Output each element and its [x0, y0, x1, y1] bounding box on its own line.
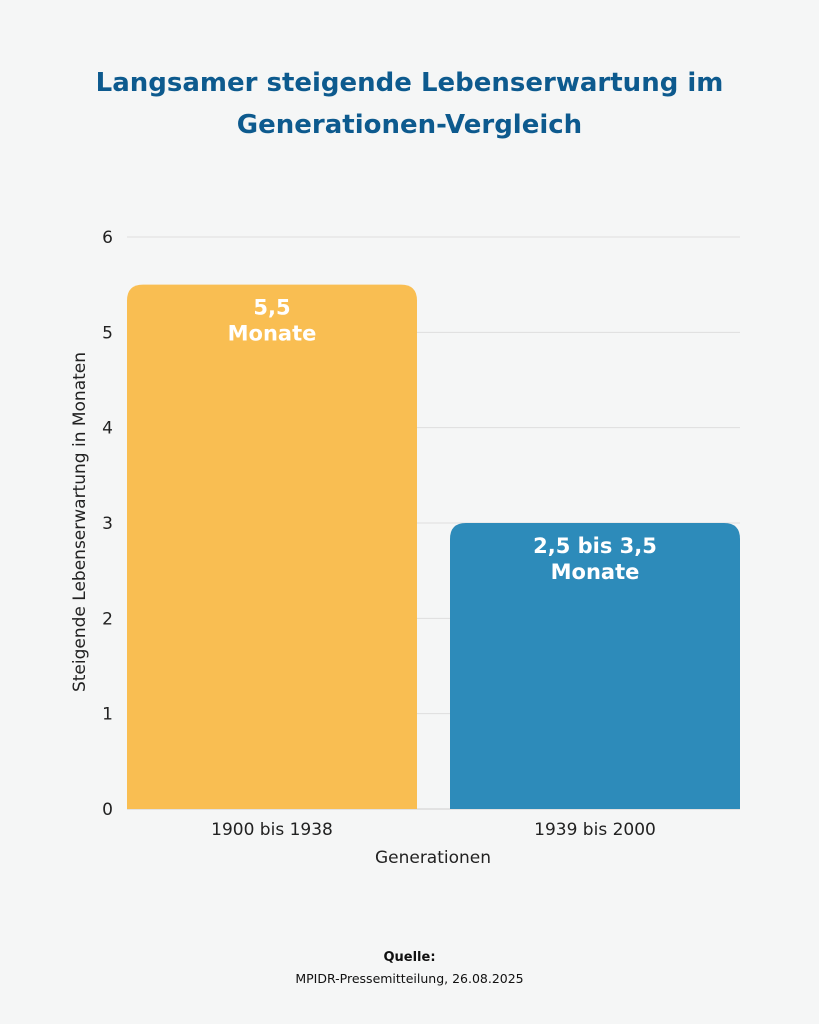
- source-note: Quelle: MPIDR-Pressemitteilung, 26.08.20…: [0, 948, 819, 990]
- bar-data-label: 2,5 bis 3,5 Monate: [533, 534, 657, 584]
- x-tick-label: 1939 bis 2000: [534, 820, 656, 840]
- y-axis-ticks: 0 1 2 3 4 5 6: [102, 228, 113, 820]
- source-heading: Quelle:: [383, 950, 436, 965]
- bar: [450, 523, 740, 809]
- source-text: MPIDR-Pressemitteilung, 26.08.2025: [295, 971, 524, 986]
- y-tick-label: 4: [102, 419, 113, 439]
- bar: [127, 284, 417, 810]
- x-tick-label: 1900 bis 1938: [211, 820, 333, 840]
- bars: 5,5 Monate 2,5 bis 3,5 Monate: [127, 284, 740, 810]
- x-axis-ticks: 1900 bis 1938 1939 bis 2000: [211, 820, 656, 840]
- y-axis-label: Steigende Lebenserwartung in Monaten: [70, 352, 90, 692]
- bar-data-label: 5,5 Monate: [228, 296, 317, 346]
- y-tick-label: 3: [102, 514, 113, 534]
- y-tick-label: 0: [102, 800, 113, 820]
- x-axis-label: Generationen: [375, 848, 491, 868]
- chart-title: Langsamer steigende Lebenserwartung im G…: [95, 68, 724, 140]
- y-tick-label: 6: [102, 228, 113, 248]
- y-tick-label: 5: [102, 323, 113, 343]
- y-tick-label: 2: [102, 609, 113, 629]
- y-tick-label: 1: [102, 705, 113, 725]
